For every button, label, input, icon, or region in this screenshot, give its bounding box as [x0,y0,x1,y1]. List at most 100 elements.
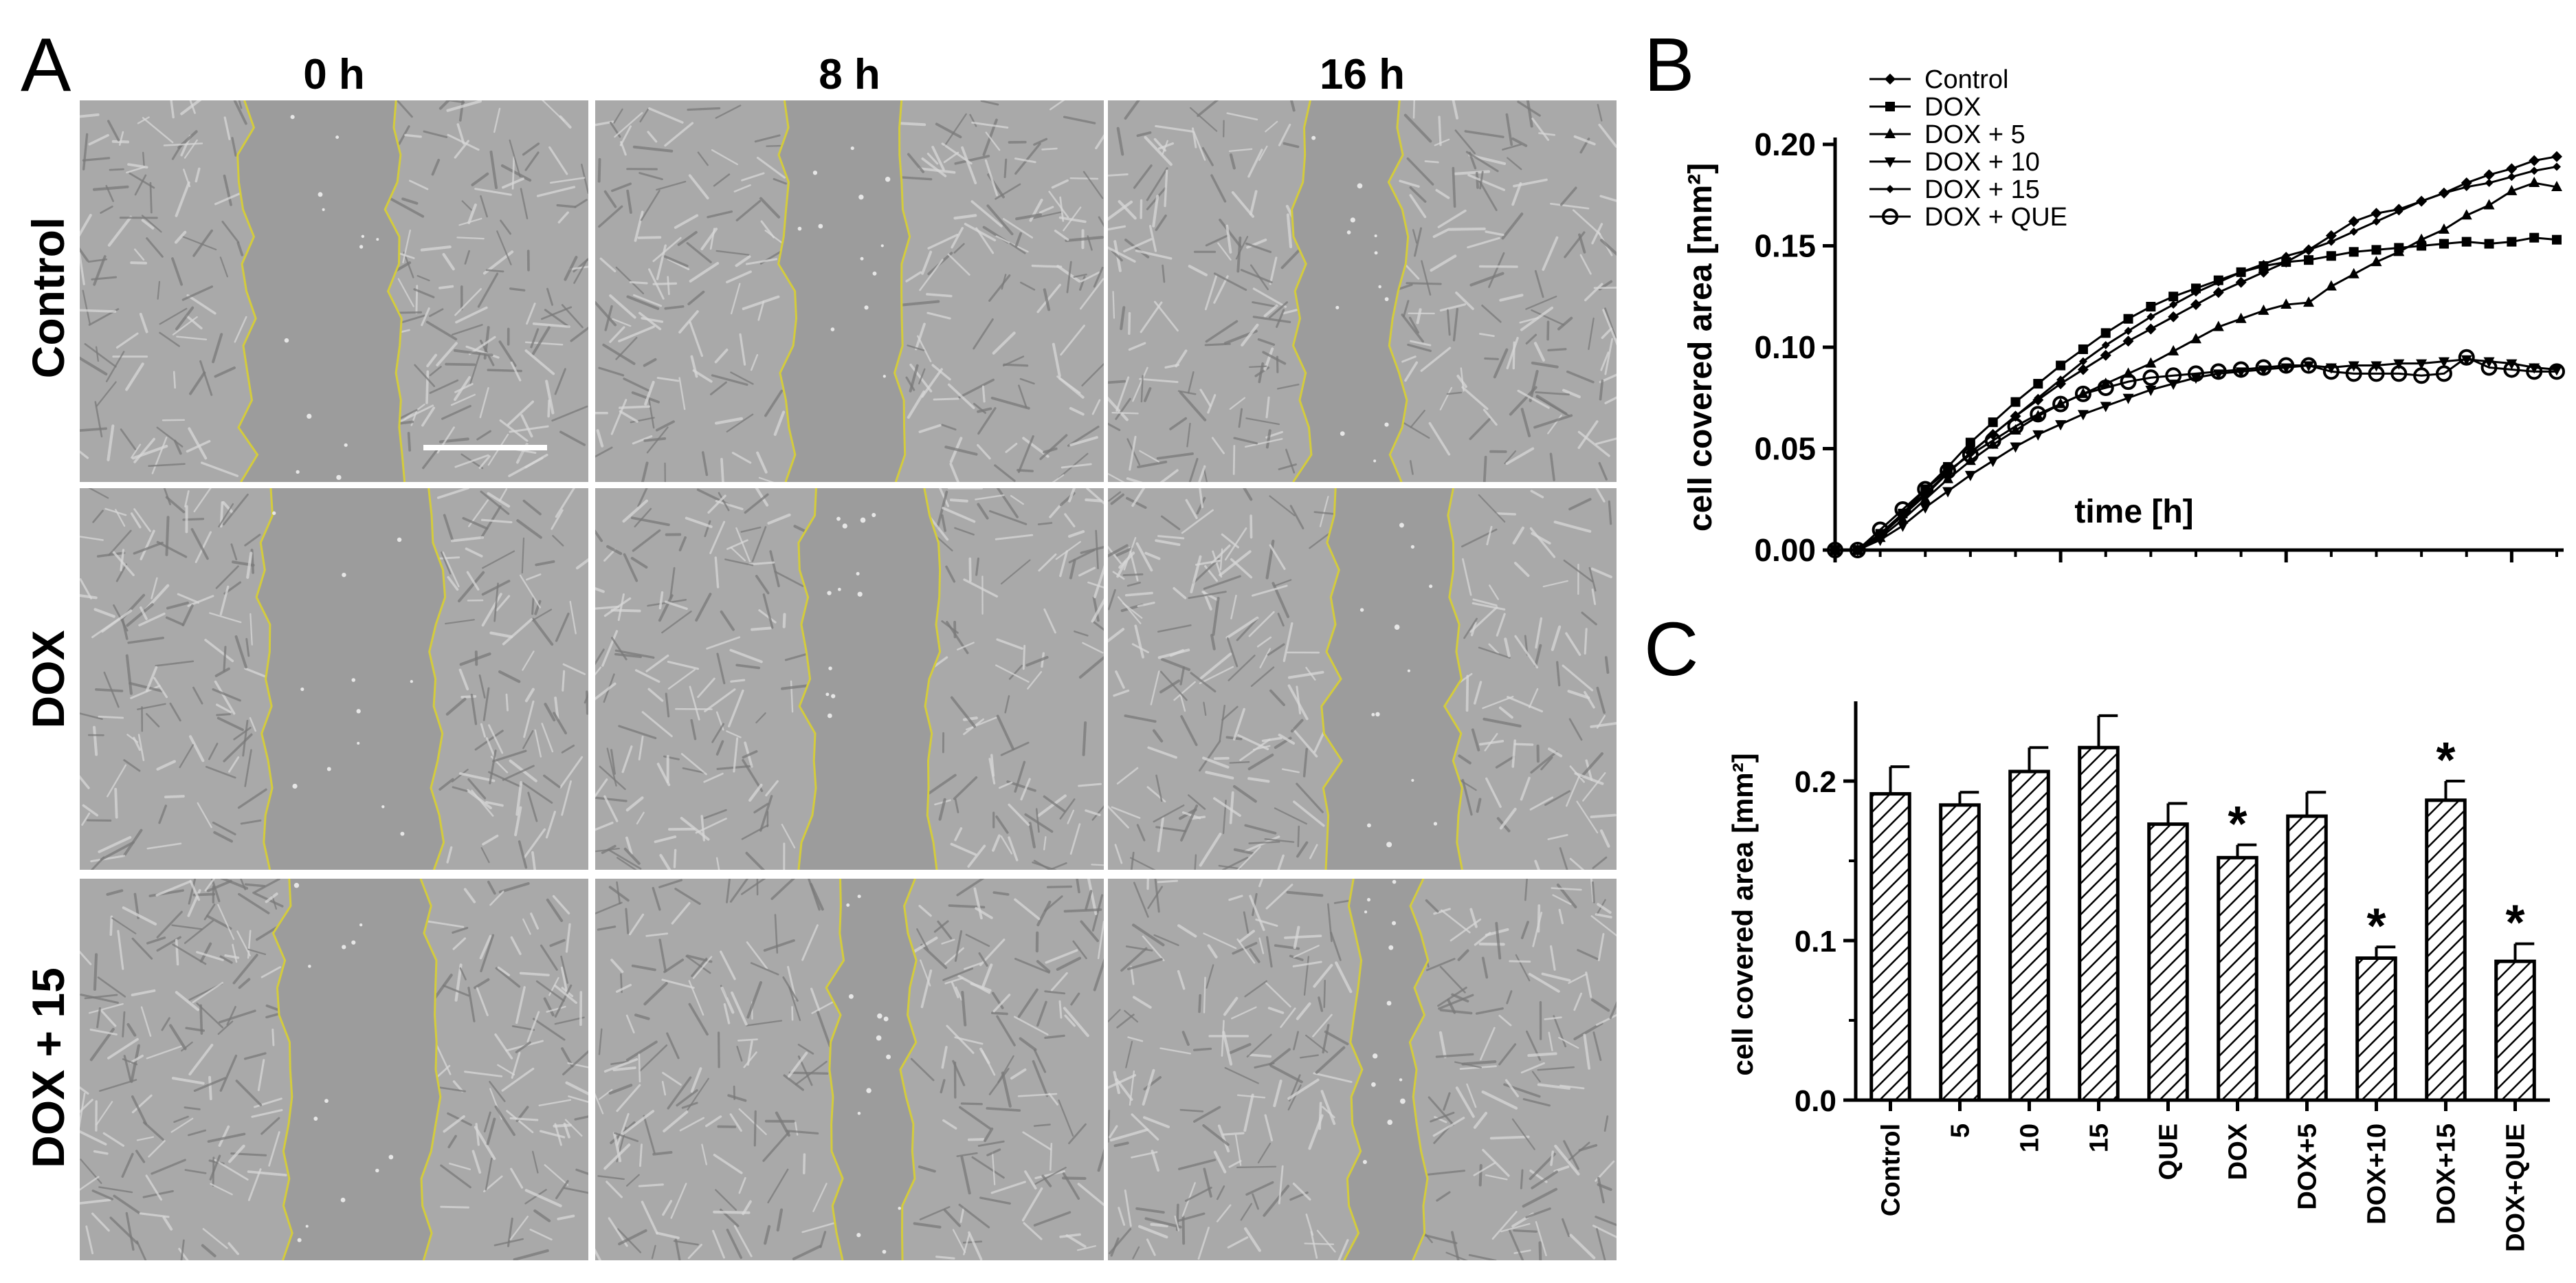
data-point [2529,177,2540,188]
micrograph-tile [80,879,588,1260]
cell [729,879,749,903]
cell [559,430,586,446]
cell [1495,921,1502,960]
cell [1226,637,1239,668]
cell [1210,633,1216,650]
cell [92,509,104,523]
cell [1085,890,1093,910]
cell [1498,1043,1517,1066]
cell [907,153,925,173]
cell [617,593,625,622]
cell [80,356,108,376]
panel-b-letter: B [1644,23,1695,107]
cell [690,1067,702,1093]
cell [257,1059,265,1092]
data-point [2100,377,2111,388]
cell [958,378,995,399]
cell [748,783,763,802]
debris [388,1154,394,1160]
cell [1142,1116,1170,1128]
cell [628,913,645,936]
cell [1504,637,1511,657]
cell [711,723,725,743]
cell [819,1231,827,1249]
cell [1160,515,1181,531]
debris [885,177,891,182]
cell [188,879,197,905]
cell [918,1165,936,1173]
cell [1547,747,1563,758]
cell [1591,881,1595,903]
debris [307,413,312,419]
data-point [2192,288,2200,297]
cell [614,111,643,138]
debris [864,305,869,310]
cell [621,1110,655,1136]
cell [1192,131,1206,161]
cell [619,125,632,146]
cell [1403,113,1432,143]
cell [630,556,648,569]
column-header-8h: 8 h [819,51,880,98]
debris [1394,624,1400,630]
debris [1362,1160,1367,1165]
data-point [2483,199,2495,210]
cell [1333,899,1351,904]
cell [98,715,124,719]
cell [1493,348,1509,379]
cell [181,1041,193,1052]
cell [96,551,126,558]
cell [96,381,117,407]
debris [284,338,289,343]
cell [1286,213,1293,249]
data-point [2503,361,2520,378]
data-point [2235,276,2247,288]
cell [520,414,533,438]
cell [574,1115,588,1121]
x-tick-label: DOX+5 [2294,1123,2322,1210]
x-tick-label: Control [1877,1123,1906,1216]
cell [689,321,704,358]
cell [1147,886,1164,910]
cell [1144,1217,1182,1229]
cell [1151,1150,1160,1172]
cell [1219,705,1226,742]
cell [643,358,657,367]
debris [335,135,340,140]
data-point [2506,184,2518,195]
cell [533,1209,551,1222]
cell [245,637,250,657]
cell [1553,1015,1567,1048]
cell [1461,386,1489,410]
debris [351,940,356,945]
cell [531,617,554,646]
cell [1224,527,1247,561]
cell [1059,196,1065,222]
cell [1157,817,1164,853]
cell [1408,316,1419,334]
cell [212,333,223,364]
cell [189,100,196,114]
cell [436,342,458,366]
cell [216,703,232,714]
cell [131,989,156,997]
cell [137,703,166,710]
cell [610,399,628,435]
cell [709,520,726,554]
wound-edge-outline [428,488,447,870]
legend-entry: DOX + 15 [1869,175,2040,204]
data-point [2145,357,2157,368]
cell [1514,635,1539,669]
cell [485,800,504,807]
cell [661,978,695,989]
cell [640,190,660,221]
cell [1195,559,1221,566]
cell [1483,717,1522,728]
cell [1593,286,1617,289]
cell [1584,691,1595,709]
cell [1118,1207,1126,1226]
cell [925,774,957,796]
cell [421,307,430,327]
cell [998,781,1013,789]
cell [1435,1053,1474,1058]
